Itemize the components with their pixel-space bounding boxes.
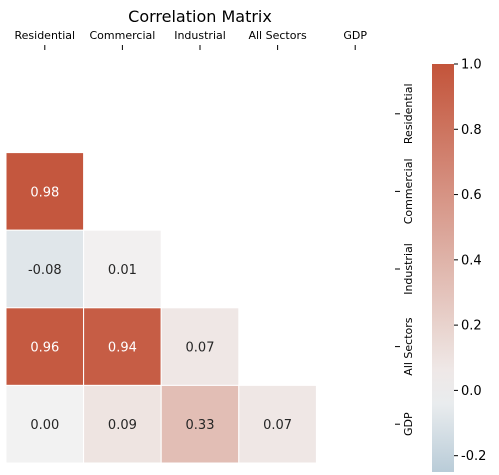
y-tick-label: All Sectors <box>402 317 415 375</box>
cell-value-label: -0.08 <box>28 263 62 278</box>
heatmap-cell <box>160 384 240 464</box>
x-tick-label: All Sectors <box>248 29 306 42</box>
cell-value-label: 0.01 <box>108 263 137 278</box>
heatmap-cell <box>160 307 240 386</box>
colorbar-tick-label: 0.0 <box>461 384 482 399</box>
colorbar-tick-label: -0.2 <box>461 449 486 464</box>
heatmap-cells: 0.98 -0.08 0.01 0.96 0.94 0.07 0.00 0.09 0.33 0.0… <box>5 152 317 464</box>
cell-value-label: 0.07 <box>186 341 215 356</box>
heatmap-cell <box>83 307 162 386</box>
y-tick-label: Commercial <box>402 159 415 225</box>
chart-title: Correlation Matrix <box>128 7 272 26</box>
heatmap-cell <box>5 307 85 386</box>
y-axis-ticks: Residential Commercial Industrial All Secto… <box>395 84 415 436</box>
x-axis-ticks: Residential Commercial Industrial All Secto… <box>15 29 367 50</box>
cell-value-label: 0.98 <box>30 185 59 200</box>
heatmap-cell <box>5 229 85 309</box>
cell-value-label: 0.00 <box>30 418 59 433</box>
colorbar-tick-label: 0.4 <box>461 253 482 268</box>
colorbar-gradient <box>432 64 454 472</box>
cell-value-label: 0.94 <box>108 341 137 356</box>
cell-value-label: 0.96 <box>30 341 59 356</box>
y-tick-label: Industrial <box>402 243 415 295</box>
colorbar: -0.2 0.0 0.2 0.4 0.6 0.8 1.0 <box>432 58 486 472</box>
x-tick-label: Industrial <box>174 29 226 42</box>
x-tick-label: Residential <box>15 29 76 42</box>
colorbar-tick-label: 0.8 <box>461 123 482 138</box>
heatmap-cell <box>238 384 317 464</box>
cell-value-label: 0.09 <box>108 418 137 433</box>
cell-value-label: 0.07 <box>263 418 292 433</box>
heatmap-cell <box>5 384 85 464</box>
y-tick-label: Residential <box>402 84 415 145</box>
y-tick-label: GDP <box>402 412 415 436</box>
x-tick-label: Commercial <box>90 29 156 42</box>
colorbar-tick-label: 0.2 <box>461 319 482 334</box>
heatmap-cell <box>83 384 162 464</box>
cell-value-label: 0.33 <box>186 418 215 433</box>
x-tick-label: GDP <box>343 29 367 42</box>
colorbar-tick-label: 0.6 <box>461 188 482 203</box>
heatmap-cell <box>5 152 85 231</box>
colorbar-tick-label: 1.0 <box>461 58 482 73</box>
